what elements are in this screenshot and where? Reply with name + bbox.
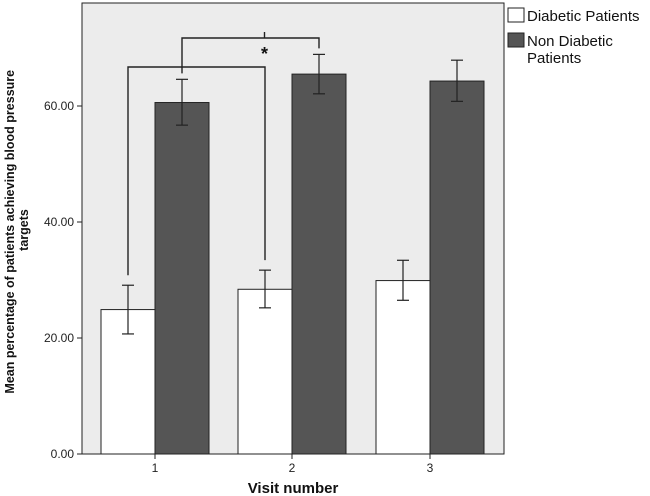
legend: Diabetic Patients Non Diabetic Patients (507, 7, 640, 67)
error-bar-diabetic-visit-2 (259, 269, 271, 309)
legend-label: Non Diabetic Patients (527, 33, 613, 67)
bar-non-diabetic-visit-3 (429, 80, 485, 455)
axes-layer: 0.00 20.00 40.00 60.00 1 2 3 (44, 99, 434, 475)
error-bar-non-diabetic-visit-1 (176, 78, 188, 126)
legend-item-non-diabetic: Non Diabetic Patients (507, 32, 613, 67)
error-bar-diabetic-visit-3 (397, 259, 409, 301)
error-bar-non-diabetic-visit-2 (313, 53, 325, 95)
y-axis-title-line-2: targets (17, 209, 31, 251)
bars-layer (100, 53, 485, 455)
y-tick-label-0: 0.00 (51, 447, 75, 461)
bar-non-diabetic-visit-2 (291, 73, 347, 455)
significance-bracket-2: * (181, 32, 320, 74)
legend-label-line-2: Patients (527, 50, 581, 67)
bar-diabetic-visit-2 (237, 288, 293, 455)
legend-swatch (507, 32, 525, 48)
y-axis-title: Mean percentage of patients achieving bl… (3, 66, 31, 393)
x-tick-label-3: 3 (427, 461, 434, 475)
x-tick-label-1: 1 (152, 461, 159, 475)
y-axis-title-line-1: Mean percentage of patients achieving bl… (3, 70, 17, 394)
legend-item-diabetic: Diabetic Patients (507, 7, 640, 25)
bar-diabetic-visit-3 (375, 280, 431, 455)
x-tick-label-2: 2 (289, 461, 296, 475)
bracket-line (181, 37, 320, 74)
significance-bracket-1 (127, 66, 266, 276)
legend-swatch (507, 7, 525, 23)
y-tick-label-2: 40.00 (44, 215, 74, 229)
legend-label-line-1: Non Diabetic (527, 33, 613, 50)
error-bar-non-diabetic-visit-3 (451, 59, 463, 102)
annotations-layer: * (127, 32, 320, 276)
significance-star: * (261, 44, 268, 64)
x-axis-title: Visit number (248, 480, 339, 496)
y-tick-label-3: 60.00 (44, 99, 74, 113)
legend-label: Diabetic Patients (527, 8, 640, 25)
y-tick-label-1: 20.00 (44, 331, 74, 345)
bar-non-diabetic-visit-1 (154, 102, 210, 455)
error-bar-diabetic-visit-1 (122, 284, 134, 335)
legend-label-line-1: Diabetic Patients (527, 8, 640, 25)
bracket-line (127, 66, 266, 276)
